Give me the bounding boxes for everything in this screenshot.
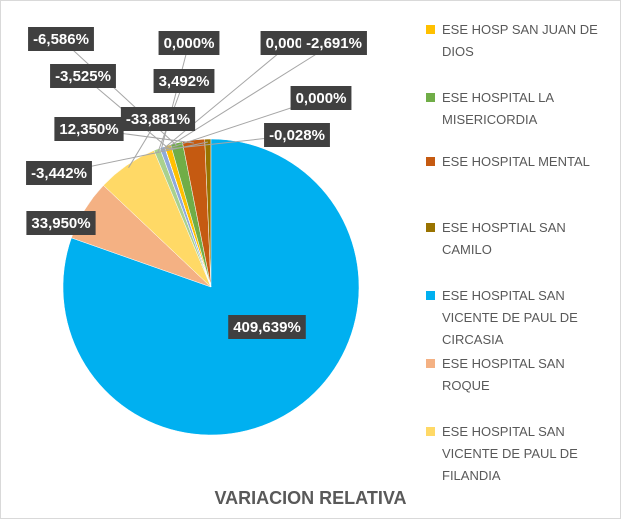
legend-swatch (426, 427, 435, 436)
legend-swatch (426, 25, 435, 34)
label-box (153, 69, 215, 93)
leader-line (160, 42, 190, 152)
label-text: 0,000% (164, 35, 215, 52)
data-label: 12,350% (54, 117, 124, 141)
legend-label: ESE HOSPITAL LA MISERICORDIA (442, 90, 554, 127)
label-box (54, 117, 124, 141)
label-box (158, 31, 220, 55)
legend-swatch (426, 157, 435, 166)
label-box (120, 107, 196, 131)
data-labels: -3,525% -6,586% 12,350% -3,442% 409,639% 33,9… (26, 27, 367, 339)
legend-item: ESE HOSPTIAL SAN CAMILO (426, 217, 616, 261)
legend-swatch (426, 359, 435, 368)
label-box (228, 315, 306, 339)
label-box (50, 64, 116, 88)
label-box (290, 86, 352, 110)
label-text: -3,525% (55, 68, 111, 85)
legend-item: ESE HOSPITAL MENTAL (426, 151, 616, 173)
data-label: -0,028% (264, 123, 330, 147)
label-text: -2,691% (306, 35, 362, 52)
data-label: -3,525% (50, 64, 116, 88)
data-label: 0,000% (158, 31, 220, 55)
legend-label: ESE HOSPITAL SAN ROQUE (442, 356, 565, 393)
label-text: -33,881% (126, 111, 190, 128)
legend-swatch (426, 223, 435, 232)
label-box (301, 31, 367, 55)
label-text: 0,000% (296, 90, 347, 107)
legend-item: ESE HOSP SAN JUAN DE DIOS (426, 19, 616, 63)
legend-label: ESE HOSPITAL MENTAL (442, 154, 590, 169)
label-text: 12,350% (59, 121, 118, 138)
chart-title: VARIACION RELATIVA (214, 488, 407, 508)
data-label: -33,881% (120, 107, 196, 131)
slices (62, 138, 360, 436)
data-label: -6,586% (28, 27, 94, 51)
label-text: -0,028% (269, 127, 325, 144)
label-text: -3,442% (31, 165, 87, 182)
label-text: 33,950% (31, 215, 90, 232)
data-label: 409,639% (228, 315, 306, 339)
legend-label: ESE HOSP SAN JUAN DE DIOS (442, 22, 598, 59)
data-label: -3,442% (26, 161, 92, 185)
leader-line (162, 42, 335, 151)
leader-line (160, 42, 292, 152)
label-box (264, 123, 330, 147)
label-box (26, 211, 96, 235)
legend-label: ESE HOSPTIAL SAN CAMILO (442, 220, 566, 257)
label-text: -6,586% (33, 31, 89, 48)
legend-item: ESE HOSPITAL SAN VICENTE DE PAUL DE FILA… (426, 421, 616, 487)
legend-item: ESE HOSPITAL LA MISERICORDIA (426, 87, 616, 131)
label-box (26, 161, 92, 185)
label-text: 3,492% (159, 73, 210, 90)
data-label: 33,950% (26, 211, 96, 235)
data-label: -2,691% (301, 31, 367, 55)
legend-swatch (426, 291, 435, 300)
legend-item: ESE HOSPITAL SAN ROQUE (426, 353, 616, 397)
label-text: 409,639% (233, 319, 301, 336)
legend-swatch (426, 93, 435, 102)
legend-item: ESE HOSPITAL SAN VICENTE DE PAUL DE CIRC… (426, 285, 616, 351)
data-label: 3,492% (153, 69, 215, 93)
legend-label: ESE HOSPITAL SAN VICENTE DE PAUL DE FILA… (442, 424, 578, 483)
label-box (28, 27, 94, 51)
legend-label: ESE HOSPITAL SAN VICENTE DE PAUL DE CIRC… (442, 288, 578, 347)
pie-slice (164, 146, 212, 288)
data-label: 0,000% (290, 86, 352, 110)
